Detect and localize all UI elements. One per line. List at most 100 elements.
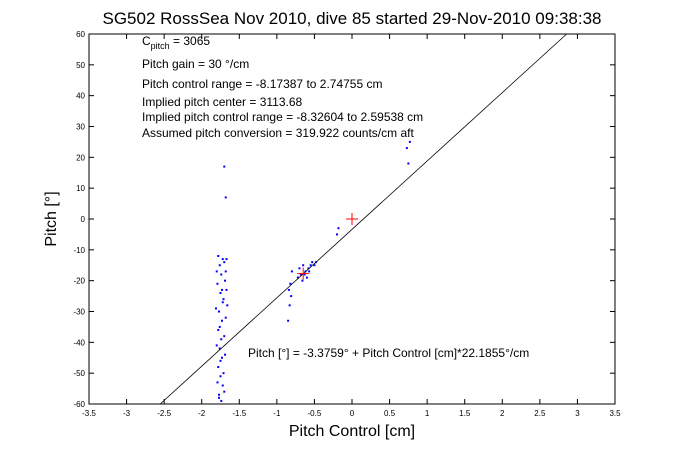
y-tick-label: -20	[73, 277, 85, 286]
data-point	[221, 384, 224, 387]
reference-marker	[297, 267, 310, 280]
data-point	[307, 267, 310, 270]
data-point	[217, 396, 220, 399]
data-point	[302, 264, 305, 267]
data-point	[309, 264, 312, 267]
y-tick-label: -10	[73, 246, 85, 255]
y-tick-label: 10	[76, 184, 85, 193]
x-tick-label: -1.5	[232, 409, 246, 418]
y-tick-label: 30	[76, 123, 85, 132]
data-points-layer	[214, 140, 411, 402]
data-point	[221, 356, 224, 359]
pitch-gain-annotation: Pitch gain = 30 °/cm	[142, 57, 249, 71]
data-point	[298, 267, 301, 270]
x-tick-label: -3	[123, 409, 131, 418]
data-point	[220, 399, 223, 402]
data-point	[221, 258, 224, 261]
data-point	[226, 304, 229, 307]
data-point	[223, 261, 226, 264]
reference-marker	[346, 213, 358, 225]
plot-area: -3.5 -3 -2.5 -2 -1.5 -1 -0.5 0 0.5 1 1.5 2 2.5 3 3.5 -6…	[73, 30, 621, 418]
data-point	[408, 140, 411, 143]
data-point	[290, 295, 293, 298]
data-point	[221, 288, 224, 291]
x-tick-label: -0.5	[308, 409, 322, 418]
y-tick-label: -60	[73, 400, 85, 409]
y-tick-label: -30	[73, 308, 85, 317]
fit-line-layer	[159, 33, 567, 405]
data-point	[219, 359, 222, 362]
implied-control-range-annotation: Implied pitch control range = -8.32604 t…	[142, 110, 423, 124]
data-point	[308, 270, 311, 273]
cpitch-value: = 3065	[170, 34, 211, 48]
data-point	[303, 273, 306, 276]
data-point	[335, 233, 338, 236]
ticks-layer: -3.5 -3 -2.5 -2 -1.5 -1 -0.5 0 0.5 1 1.5 2 2.5 3 3.5 -6…	[73, 30, 621, 418]
data-point	[223, 335, 226, 338]
x-tick-label: 3.5	[609, 409, 621, 418]
data-point	[225, 258, 228, 261]
data-point	[223, 390, 226, 393]
data-point	[222, 298, 225, 301]
data-point	[224, 279, 227, 282]
data-point	[218, 325, 221, 328]
data-point	[215, 270, 218, 273]
y-axis-label: Pitch [°]	[43, 191, 60, 246]
x-tick-label: 0	[350, 409, 355, 418]
data-point	[217, 393, 220, 396]
y-tick-label: -40	[73, 338, 85, 347]
x-tick-label: -2.5	[157, 409, 171, 418]
data-point	[219, 375, 222, 378]
data-point	[311, 261, 314, 264]
data-point	[301, 279, 304, 282]
data-point	[215, 344, 218, 347]
y-tick-label: 40	[76, 92, 85, 101]
x-tick-label: 3	[575, 409, 580, 418]
data-point	[218, 264, 221, 267]
x-axis-label: Pitch Control [cm]	[289, 423, 415, 440]
pitch-conversion-annotation: Assumed pitch conversion = 319.922 count…	[142, 126, 414, 140]
reference-markers-layer	[297, 213, 358, 280]
data-point	[288, 304, 291, 307]
fit-equation-label: Pitch [°] = -3.3759° + Pitch Control [cm…	[248, 346, 529, 360]
data-point	[216, 381, 219, 384]
data-point	[224, 196, 227, 199]
data-point	[224, 353, 227, 356]
chart-title: SG502 RossSea Nov 2010, dive 85 started …	[103, 9, 602, 28]
data-point	[305, 276, 308, 279]
y-tick-label: -50	[73, 369, 85, 378]
data-point	[405, 147, 408, 150]
x-tick-label: 1.5	[459, 409, 471, 418]
data-point	[217, 366, 220, 368]
y-tick-label: 60	[76, 30, 85, 39]
data-point	[313, 264, 316, 267]
x-tick-label: 1	[425, 409, 430, 418]
data-point	[287, 319, 290, 322]
y-tick-label: 20	[76, 153, 85, 162]
x-tick-label: -3.5	[82, 409, 96, 418]
data-point	[214, 307, 217, 310]
data-point	[407, 162, 410, 165]
x-tick-label: 2	[500, 409, 505, 418]
data-point	[296, 276, 299, 279]
data-point	[222, 372, 225, 375]
data-point	[224, 316, 227, 319]
cpitch-subscript: pitch	[151, 41, 170, 51]
cpitch-symbol: C	[142, 34, 151, 48]
implied-pitch-center-annotation: Implied pitch center = 3113.68	[142, 95, 303, 109]
annotation-block: Cpitch = 3065 Pitch gain = 30 °/cm Pitch…	[142, 34, 423, 140]
cpitch-annotation: Cpitch = 3065	[142, 34, 210, 51]
y-tick-label: 0	[81, 215, 86, 224]
data-point	[225, 288, 228, 291]
x-tick-label: 2.5	[534, 409, 546, 418]
x-tick-label: -2	[198, 409, 206, 418]
y-tick-label: 50	[76, 61, 85, 70]
fit-line	[159, 33, 567, 405]
pitch-control-range-annotation: Pitch control range = -8.17387 to 2.7475…	[142, 77, 383, 91]
data-point	[220, 273, 223, 276]
data-point	[287, 288, 290, 291]
data-point	[223, 165, 226, 168]
data-point	[289, 282, 292, 285]
data-point	[290, 270, 293, 273]
